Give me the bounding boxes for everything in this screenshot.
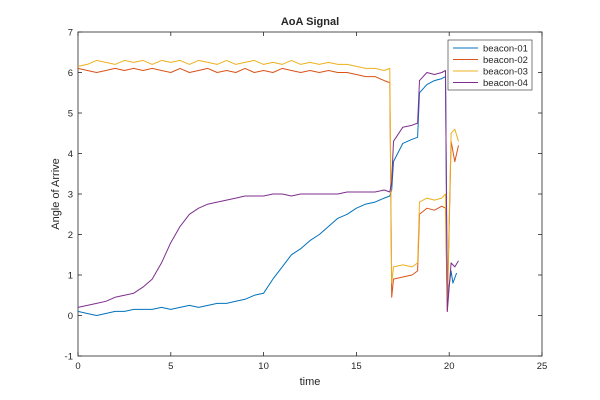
legend-label: beacon-01 <box>483 44 528 55</box>
series-line-beacon-01 <box>77 76 458 316</box>
series-line-beacon-04 <box>77 70 459 312</box>
y-tick-label: 3 <box>68 190 73 201</box>
x-axis-ticks: 0 5 10 15 20 25 <box>75 32 547 372</box>
x-axis-label: time <box>300 376 321 388</box>
y-tick-label: 5 <box>68 109 73 120</box>
legend-label: beacon-04 <box>483 78 528 89</box>
x-tick-label: 20 <box>444 361 455 372</box>
legend-label: beacon-03 <box>483 67 528 78</box>
y-tick-label: 0 <box>68 311 73 322</box>
x-tick-label: 5 <box>168 361 173 372</box>
y-tick-label: 7 <box>68 28 73 39</box>
x-tick-label: 0 <box>75 361 80 372</box>
series-layer <box>77 59 459 316</box>
y-axis-label: Angle of Arrive <box>50 158 62 230</box>
y-tick-label: 1 <box>68 271 73 282</box>
x-tick-label: 25 <box>537 361 548 372</box>
chart-title: AoA Signal <box>281 16 339 28</box>
x-tick-label: 15 <box>351 361 362 372</box>
y-axis-ticks: -1 0 1 2 3 4 5 6 7 <box>65 28 542 363</box>
y-tick-label: 6 <box>68 68 73 79</box>
y-tick-label: 4 <box>68 149 73 160</box>
x-tick-label: 10 <box>258 361 269 372</box>
y-tick-label: 2 <box>68 230 73 241</box>
legend-label: beacon-02 <box>483 55 528 66</box>
y-tick-label: -1 <box>65 352 73 363</box>
series-line-beacon-03 <box>77 59 459 304</box>
